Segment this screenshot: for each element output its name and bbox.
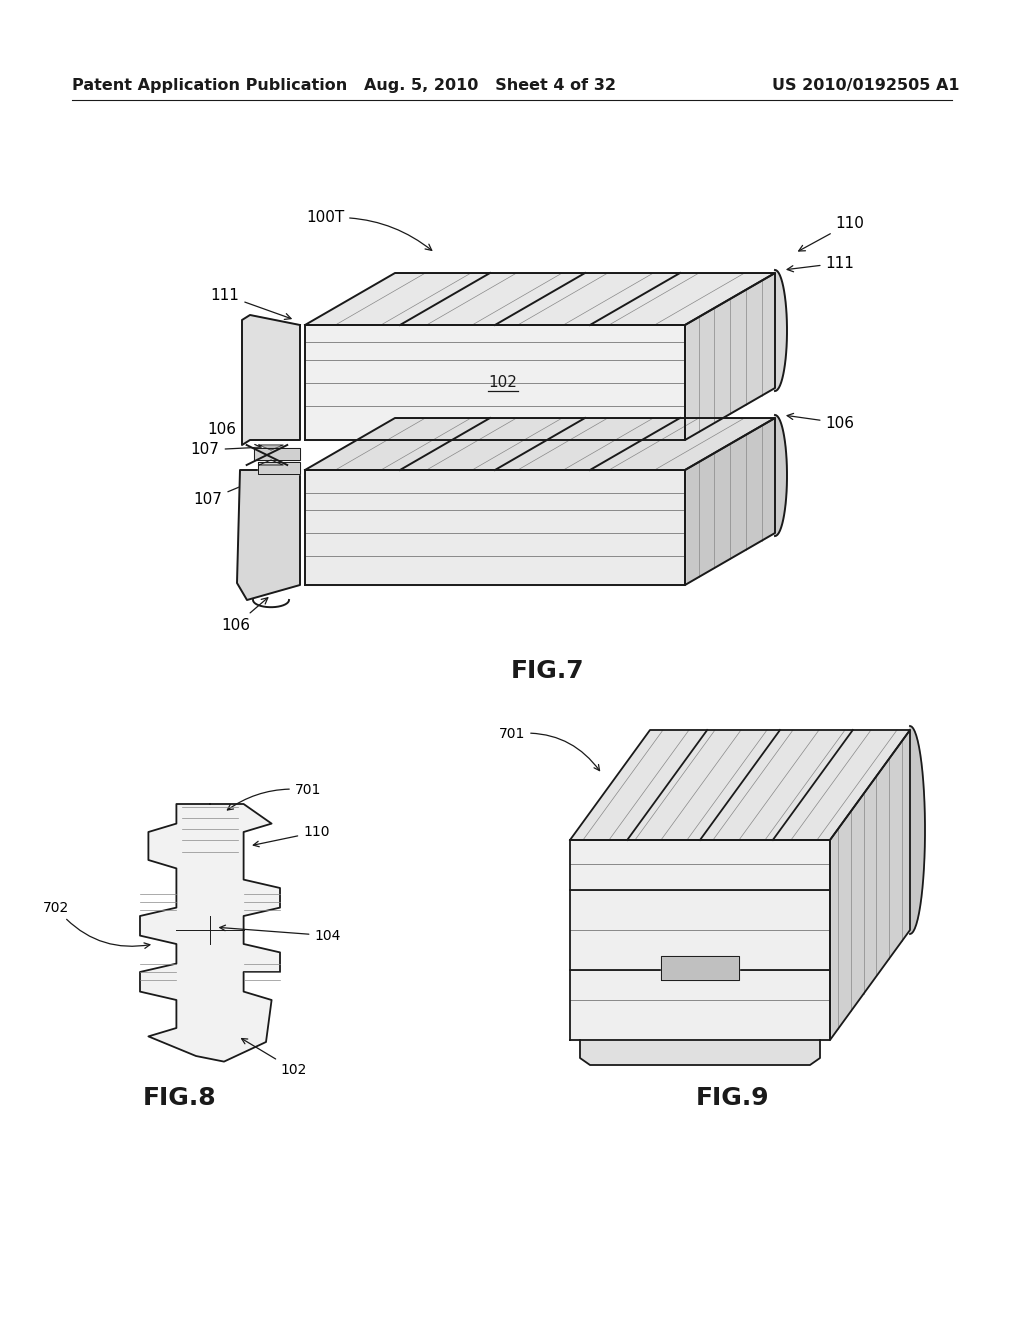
Text: 106: 106	[221, 598, 268, 632]
Text: 100T: 100T	[306, 210, 432, 251]
Polygon shape	[910, 726, 925, 935]
Polygon shape	[570, 1040, 830, 1065]
Text: Patent Application Publication: Patent Application Publication	[72, 78, 347, 94]
Polygon shape	[685, 418, 775, 585]
Text: 102: 102	[242, 1039, 307, 1077]
Text: 111: 111	[787, 256, 854, 272]
Polygon shape	[254, 447, 300, 459]
Polygon shape	[775, 414, 787, 536]
Polygon shape	[140, 804, 280, 1061]
Text: 110: 110	[799, 215, 864, 251]
Polygon shape	[662, 956, 739, 979]
Polygon shape	[570, 730, 910, 840]
Polygon shape	[258, 462, 300, 474]
Text: 702: 702	[43, 900, 150, 948]
Polygon shape	[775, 271, 787, 391]
Polygon shape	[570, 840, 830, 1040]
Polygon shape	[305, 418, 775, 470]
Text: 111: 111	[211, 288, 291, 319]
Text: 107: 107	[194, 477, 264, 507]
Text: US 2010/0192505 A1: US 2010/0192505 A1	[772, 78, 961, 94]
Text: FIG.9: FIG.9	[695, 1086, 769, 1110]
Text: 106: 106	[208, 422, 286, 437]
Polygon shape	[830, 730, 910, 1040]
Polygon shape	[305, 470, 685, 585]
Polygon shape	[237, 470, 300, 601]
Text: 106: 106	[787, 413, 854, 430]
Text: 701: 701	[227, 783, 322, 810]
Text: Aug. 5, 2010   Sheet 4 of 32: Aug. 5, 2010 Sheet 4 of 32	[364, 78, 616, 94]
Text: 102: 102	[488, 375, 517, 389]
Text: 701: 701	[499, 727, 600, 771]
Text: FIG.7: FIG.7	[511, 659, 585, 682]
Text: 110: 110	[253, 825, 330, 846]
Polygon shape	[242, 315, 300, 445]
Polygon shape	[685, 273, 775, 440]
Text: 107: 107	[190, 442, 261, 458]
Text: 104: 104	[220, 925, 341, 942]
Polygon shape	[305, 273, 775, 325]
Text: FIG.8: FIG.8	[142, 1086, 216, 1110]
Polygon shape	[305, 325, 685, 440]
